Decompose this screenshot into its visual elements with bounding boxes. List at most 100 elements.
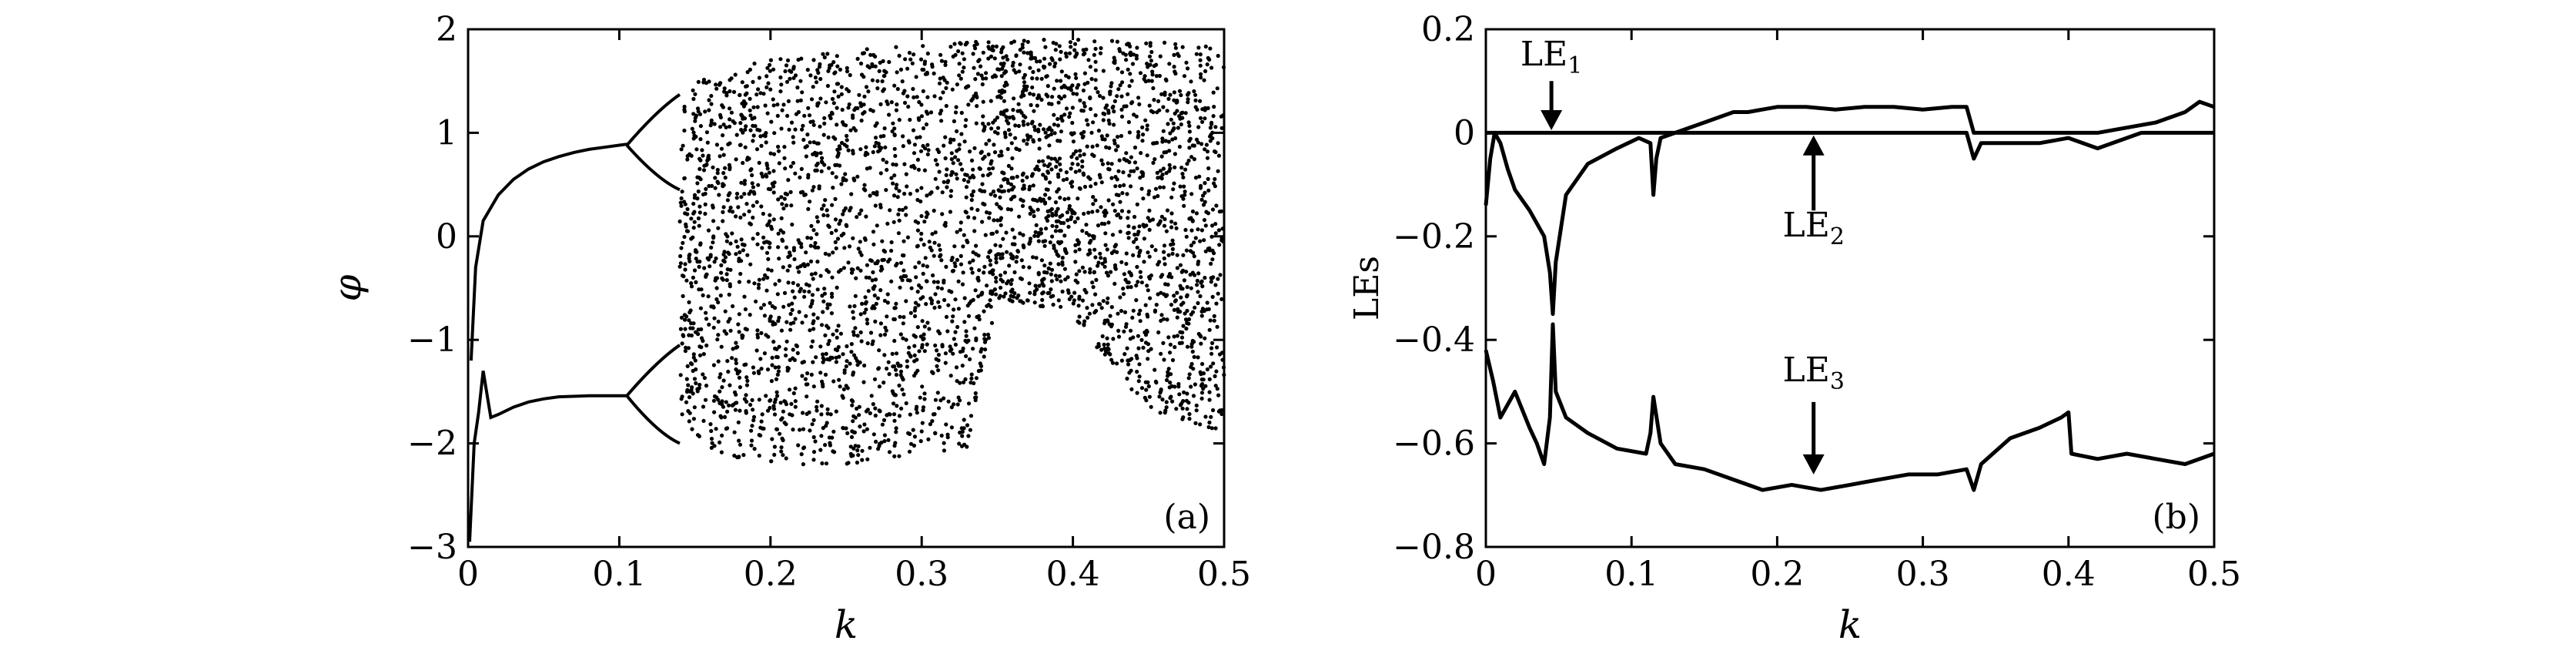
chaos-point xyxy=(763,103,768,108)
chaos-point xyxy=(751,215,755,220)
chaos-point xyxy=(727,163,732,167)
chaos-point xyxy=(1029,52,1033,57)
chaos-point xyxy=(818,273,823,278)
chaos-point xyxy=(918,334,923,339)
chaos-point xyxy=(712,394,718,399)
chaos-point xyxy=(1219,126,1224,130)
chaos-point xyxy=(781,265,785,270)
chaos-point xyxy=(1178,116,1183,121)
chaos-point xyxy=(764,74,769,79)
chaos-point xyxy=(690,385,694,390)
chaos-point xyxy=(791,391,796,396)
chaos-point xyxy=(1052,156,1057,161)
chaos-point xyxy=(771,103,776,108)
chaos-point xyxy=(749,428,754,433)
chaos-point xyxy=(1138,248,1142,253)
chaos-point xyxy=(711,304,716,309)
chaos-point xyxy=(1187,123,1192,128)
chaos-point xyxy=(1046,155,1051,159)
chaos-point xyxy=(1112,59,1117,63)
chaos-point xyxy=(817,65,822,69)
chaos-point xyxy=(918,237,923,242)
chaos-point xyxy=(687,259,692,263)
chaos-point xyxy=(785,320,789,324)
chaos-point xyxy=(998,195,1002,200)
chaos-point xyxy=(1184,234,1189,239)
chaos-point xyxy=(875,86,880,91)
chaos-point xyxy=(793,317,798,321)
chaos-point xyxy=(1012,291,1017,296)
chaos-point xyxy=(1196,300,1200,306)
chaos-point xyxy=(743,92,748,97)
chaos-point xyxy=(883,145,888,149)
chaos-point xyxy=(815,220,820,224)
chaos-point xyxy=(1206,424,1211,430)
chaos-point xyxy=(827,253,831,257)
chaos-point xyxy=(982,189,987,193)
chaos-point xyxy=(842,246,847,250)
chaos-point xyxy=(795,99,800,103)
chaos-point xyxy=(1011,195,1015,200)
chaos-point xyxy=(1122,272,1126,277)
chaos-point xyxy=(836,94,841,99)
chaos-point xyxy=(930,65,935,69)
chaos-point xyxy=(1152,98,1156,102)
chaos-point xyxy=(1186,97,1190,102)
chaos-point xyxy=(912,314,918,319)
chaos-point xyxy=(999,277,1003,282)
chaos-point xyxy=(1002,99,1006,103)
chaos-point xyxy=(1055,277,1059,282)
chaos-point xyxy=(887,59,892,65)
chaos-point xyxy=(1071,152,1076,156)
chaos-point xyxy=(798,175,802,179)
chaos-point xyxy=(1035,96,1040,101)
chaos-point xyxy=(1198,186,1203,190)
chaos-point xyxy=(718,375,722,380)
chaos-point xyxy=(930,232,935,236)
chaos-point xyxy=(1102,213,1107,218)
chaos-point xyxy=(972,229,977,233)
chaos-point xyxy=(935,163,939,167)
chaos-point xyxy=(823,372,828,377)
chaos-point xyxy=(785,339,789,344)
chaos-point xyxy=(1060,289,1065,294)
chaos-point xyxy=(1174,407,1179,411)
chaos-point xyxy=(1060,256,1065,260)
chaos-point xyxy=(810,188,815,193)
chaos-point xyxy=(865,457,870,461)
chaos-point xyxy=(1221,365,1226,370)
chaos-point xyxy=(923,256,928,260)
chaos-point xyxy=(966,102,971,107)
chaos-point xyxy=(833,217,838,222)
chaos-point xyxy=(878,288,883,293)
chaos-point xyxy=(846,461,851,465)
chaos-point xyxy=(908,310,913,315)
chaos-point xyxy=(913,306,918,310)
chaos-point xyxy=(987,138,992,143)
chaos-point xyxy=(1010,156,1015,161)
chaos-point xyxy=(1169,211,1174,216)
chaos-point xyxy=(981,50,985,55)
chaos-point xyxy=(771,67,776,72)
chaos-point xyxy=(713,176,718,180)
chaos-point xyxy=(1076,216,1080,221)
chaos-point xyxy=(960,429,965,434)
chaos-point xyxy=(1210,257,1215,262)
chaos-point xyxy=(1219,297,1224,301)
chaos-point xyxy=(948,374,953,378)
chaos-point xyxy=(801,411,805,415)
chaos-point xyxy=(933,431,938,435)
chaos-point xyxy=(865,341,870,346)
chaos-point xyxy=(857,413,861,418)
chaos-point xyxy=(969,376,974,381)
chaos-point xyxy=(962,296,967,300)
chaos-point xyxy=(904,213,908,217)
chaos-point xyxy=(933,397,938,402)
chaos-point xyxy=(909,286,914,290)
chaos-point xyxy=(1209,414,1213,419)
panel-b-xtick-label: 0.3 xyxy=(1896,555,1950,594)
chaos-point xyxy=(756,286,761,290)
chaos-point xyxy=(1170,399,1175,404)
chaos-point xyxy=(1042,127,1046,132)
chaos-point xyxy=(734,340,738,345)
